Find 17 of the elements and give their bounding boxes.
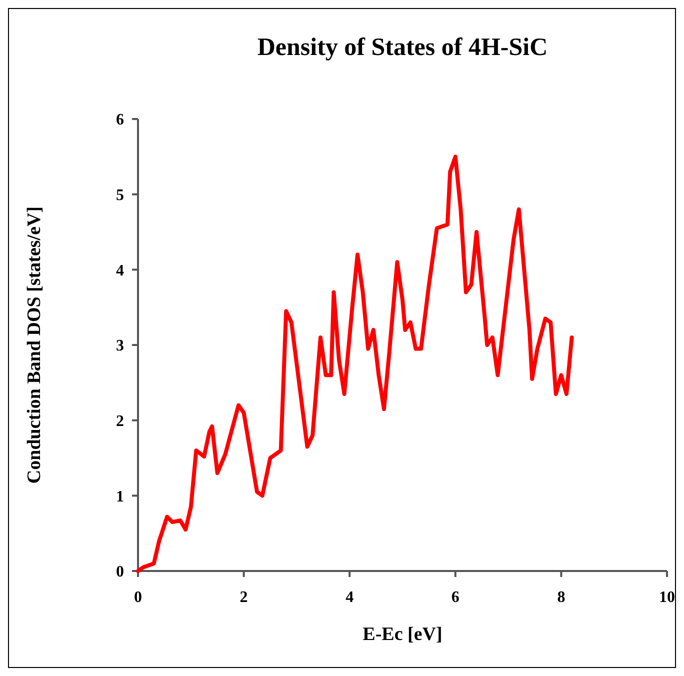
chart-title: Density of States of 4H-SiC bbox=[257, 34, 548, 61]
y-tick-label: 3 bbox=[116, 338, 124, 355]
x-tick-label: 10 bbox=[659, 589, 675, 606]
x-tick-label: 0 bbox=[134, 589, 142, 606]
y-tick-label: 2 bbox=[116, 412, 124, 430]
x-tick-label: 6 bbox=[451, 589, 460, 606]
x-tick-label: 4 bbox=[346, 589, 354, 606]
y-tick-label: 1 bbox=[116, 488, 124, 506]
x-tick-label: 8 bbox=[557, 589, 566, 606]
y-tick-label: 6 bbox=[116, 112, 124, 129]
y-tick-label: 4 bbox=[116, 262, 124, 280]
y-tick-label: 5 bbox=[116, 186, 124, 204]
y-tick-label: 0 bbox=[116, 564, 124, 581]
line-series bbox=[136, 154, 574, 573]
x-tick-label: 2 bbox=[240, 589, 248, 606]
x-axis-title: E-Ec [eV] bbox=[362, 624, 442, 645]
y-axis-title: Conduction Band DOS [states/eV] bbox=[24, 206, 45, 484]
